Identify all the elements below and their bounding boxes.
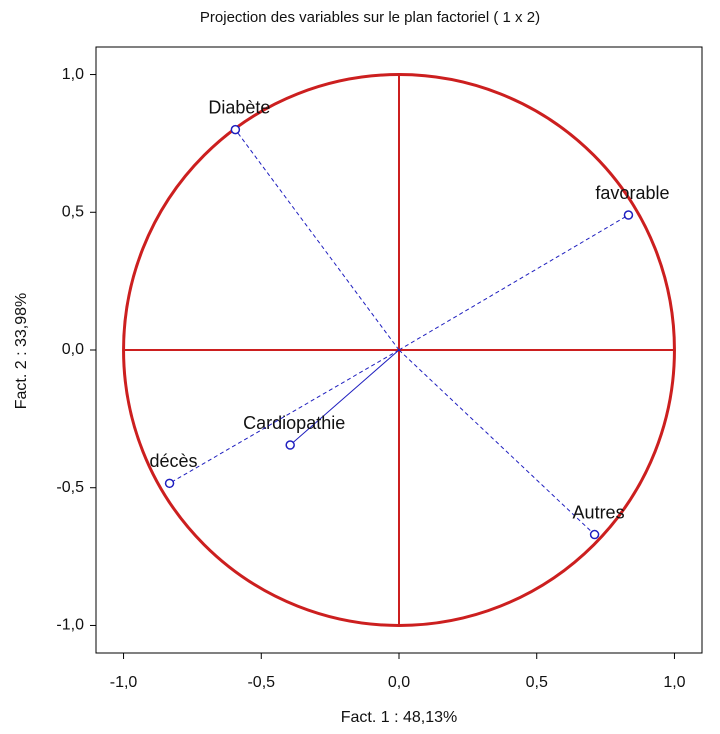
point-label: Diabète xyxy=(208,97,270,117)
point xyxy=(623,210,634,220)
x-tick-label: 1,0 xyxy=(663,674,685,691)
vector-line xyxy=(169,349,400,484)
point xyxy=(164,478,175,489)
y-tick-label: -1,0 xyxy=(56,617,84,634)
x-tick-label: -0,5 xyxy=(247,674,275,691)
x-tick-label: -1,0 xyxy=(110,674,138,691)
point xyxy=(285,440,295,450)
chart-title: Projection des variables sur le plan fac… xyxy=(200,9,540,26)
vector-line xyxy=(398,349,595,535)
x-axis-label: Fact. 1 : 48,13% xyxy=(341,709,458,726)
y-tick-label: 1,0 xyxy=(62,66,84,83)
point-label: décès xyxy=(150,451,198,471)
point-label: Cardiopathie xyxy=(243,413,345,433)
point xyxy=(589,529,600,540)
vector-line xyxy=(398,214,629,351)
y-axis-label: Fact. 2 : 33,98% xyxy=(13,293,30,410)
y-tick-label: -0,5 xyxy=(56,479,84,496)
x-tick-label: 0,5 xyxy=(526,674,548,691)
unit-circle xyxy=(122,73,676,627)
x-tick-label: 0,0 xyxy=(388,674,410,691)
point-label: Autres xyxy=(573,502,625,522)
vector-line xyxy=(234,129,400,351)
y-tick-label: 0,5 xyxy=(62,203,84,220)
point xyxy=(230,124,241,135)
point-label: favorable xyxy=(595,183,669,203)
vector-line xyxy=(289,349,400,446)
y-tick-label: 0,0 xyxy=(62,341,84,358)
